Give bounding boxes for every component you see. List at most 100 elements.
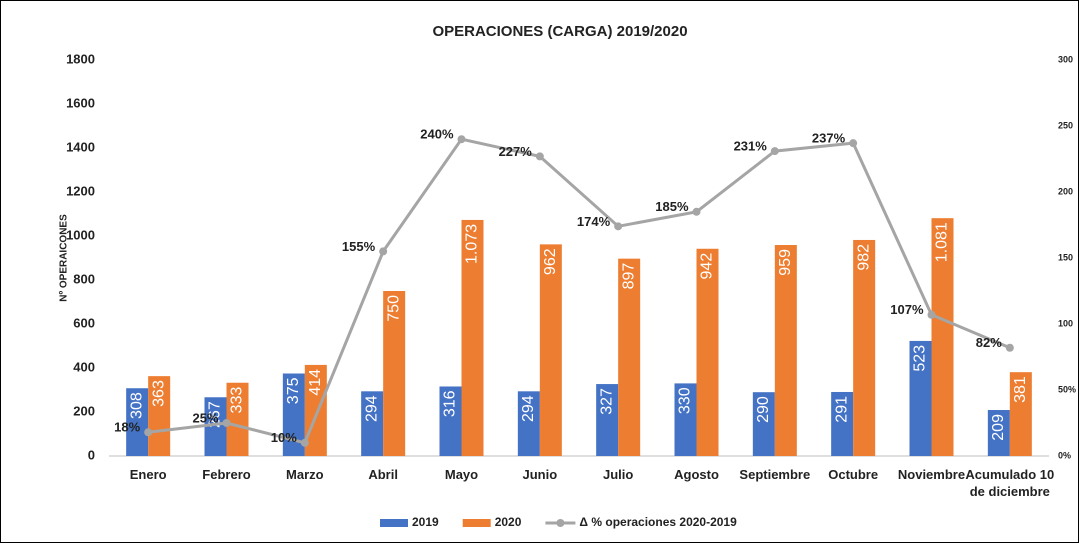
bar: [987, 410, 1010, 456]
bar: [383, 291, 406, 456]
x-tick-label: Julio: [602, 467, 634, 482]
bar: [752, 392, 775, 456]
line-point: [222, 419, 231, 427]
bar: [774, 245, 797, 456]
legend-label: 2019: [412, 515, 439, 529]
line-value-label: 237%: [812, 131, 846, 146]
bar: [1009, 372, 1032, 456]
bar-value-label: 294: [363, 395, 380, 422]
line-point: [300, 438, 309, 447]
bar: [226, 382, 249, 456]
y-tick-label: 800: [73, 271, 95, 286]
bar: [674, 383, 697, 456]
x-tick-label: Enero: [129, 467, 167, 482]
x-tick-label-box: Julio: [602, 467, 634, 482]
y-tick-label: 200: [73, 403, 95, 418]
bar-value-label: 962: [542, 248, 559, 275]
line-point: [927, 310, 936, 319]
x-tick-label-box: Acumulado 10 de diciembre: [965, 467, 1054, 499]
x-tick-label: Junio: [522, 467, 558, 482]
y-tick-label: 400: [73, 359, 95, 374]
y2-tick-label: 150: [1058, 252, 1073, 262]
legend-swatch: [556, 519, 565, 527]
y-tick-label: 1400: [66, 139, 95, 154]
bar-value-label: 291: [833, 396, 850, 423]
line-value-label: 107%: [890, 302, 924, 317]
line-point: [692, 207, 701, 216]
y2-tick-label: 50%: [1058, 384, 1076, 394]
bar-value-label: 327: [598, 388, 615, 415]
line: [147, 137, 1011, 445]
line-value-label: 174%: [577, 214, 611, 229]
line-point: [457, 135, 466, 144]
x-tick-label: Febrero: [202, 467, 251, 482]
y2-tick-label: 200: [1058, 186, 1073, 196]
x-tick-label-box: Enero: [129, 467, 167, 482]
line-value-label: 10%: [271, 430, 297, 445]
line-value-label: 227%: [499, 144, 533, 159]
bar: [618, 258, 641, 456]
line-value-label: 231%: [734, 139, 768, 154]
legend-label: Δ % operaciones 2020-2019: [579, 515, 737, 529]
bar-value-label: 363: [150, 380, 167, 407]
x-tick-label-box: Mayo: [445, 467, 478, 482]
line-value-label: 185%: [655, 199, 689, 214]
bar-value-label: 942: [699, 253, 716, 280]
line-value-label: 155%: [342, 239, 376, 254]
bar: [517, 391, 540, 456]
bar: [539, 244, 562, 456]
bar: [148, 376, 171, 456]
bar-value-label: 333: [229, 387, 246, 414]
bar-value-label: 523: [912, 345, 929, 372]
bar: [439, 386, 462, 456]
y-axis-label: Nº OPERAICONES: [59, 214, 70, 302]
y2-tick-label: 300: [1058, 54, 1073, 64]
x-tick-label: Noviembre: [897, 467, 966, 482]
x-tick-label: Octubre: [828, 467, 879, 482]
bar-value-label: 959: [777, 249, 794, 276]
bar: [831, 391, 854, 456]
line-point: [614, 222, 623, 231]
line-point: [1005, 343, 1014, 352]
x-tick-label: Marzo: [286, 467, 324, 482]
x-tick-label-box: Noviembre: [897, 467, 966, 482]
y-tick-label: 600: [73, 315, 95, 330]
bar: [696, 248, 719, 456]
bar: [126, 388, 149, 456]
y-tick-label: 1800: [66, 51, 95, 66]
bar-value-label: 308: [128, 392, 145, 419]
legend-label: 2020: [495, 515, 522, 529]
line-value-label: 82%: [976, 335, 1002, 350]
bar-value-label: 375: [285, 377, 302, 404]
y-tick-label: 1600: [66, 95, 95, 110]
bar-value-label: 330: [677, 387, 694, 414]
bar-value-label: 750: [385, 295, 402, 322]
legend-swatch: [380, 519, 408, 527]
x-tick-label: Agosto: [674, 467, 719, 482]
x-tick-label-box: Agosto: [674, 467, 719, 482]
line-point: [535, 152, 544, 161]
bar-value-label: 897: [620, 263, 637, 290]
x-tick-label: Abril: [368, 467, 398, 482]
bar: [361, 391, 384, 456]
line-point: [770, 147, 779, 156]
bar: [853, 239, 876, 456]
y2-tick-label: 0%: [1058, 450, 1071, 460]
bar: [909, 340, 932, 456]
bar: [282, 373, 305, 456]
x-tick-label-box: Febrero: [202, 467, 251, 482]
x-tick-label-box: Abril: [368, 467, 398, 482]
x-tick-label-box: Junio: [522, 467, 558, 482]
y-tick-label: 1200: [66, 183, 95, 198]
line-value-label: 25%: [192, 410, 218, 425]
line-point: [379, 247, 388, 256]
bar-value-label: 294: [520, 395, 537, 422]
y-tick-label: 0: [88, 447, 95, 462]
bar-value-label: 414: [307, 369, 324, 396]
y2-tick-label: 100: [1058, 318, 1073, 328]
line-point: [849, 139, 858, 148]
y-tick-label: 1000: [66, 227, 95, 242]
chart-title: OPERACIONES (CARGA) 2019/2020: [432, 23, 687, 40]
